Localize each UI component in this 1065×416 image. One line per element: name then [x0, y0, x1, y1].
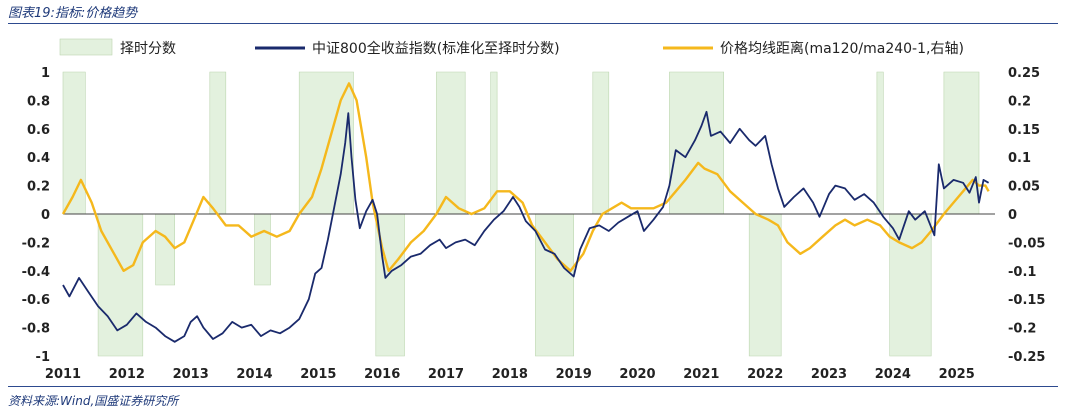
- y-right-tick-label: -0.1: [1008, 265, 1036, 280]
- y-left-tick-label: -0.2: [22, 236, 50, 251]
- x-tick-label: 2018: [492, 367, 528, 382]
- x-tick-label: 2012: [109, 367, 145, 382]
- source-note: 资料来源:Wind,国盛证券研究所: [8, 394, 179, 408]
- y-left-tick-label: -0.6: [22, 293, 50, 308]
- y-right-tick-label: 0.25: [1008, 66, 1040, 81]
- x-tick-label: 2016: [364, 367, 400, 382]
- y-right-tick-label: 0.15: [1008, 123, 1040, 138]
- y-right-tick-label: 0.2: [1008, 94, 1031, 109]
- y-right-tick-label: 0.05: [1008, 180, 1040, 195]
- legend-swatch-timing: [59, 38, 113, 56]
- axes: 1 0.8 0.6 0.4 0.2 0 -0.2 -0.4 -0.6 -0.8 -1 0.25 0.2 0…: [22, 66, 1046, 382]
- title-rule: [8, 23, 1058, 24]
- legend-label-index: 中证800全收益指数(标准化至择时分数): [312, 40, 560, 57]
- x-tick-label: 2020: [619, 367, 655, 382]
- series-lines: [61, 82, 990, 343]
- y-right-tick-label: -0.15: [1008, 293, 1045, 308]
- y-right-tick-label: -0.2: [1008, 322, 1036, 337]
- y-right-tick-label: -0.05: [1008, 236, 1045, 251]
- timing-score-area: [62, 71, 986, 357]
- y-left-tick-label: 0.2: [27, 180, 50, 195]
- chart: 1 0.8 0.6 0.4 0.2 0 -0.2 -0.4 -0.6 -0.8 -1 0.25 0.2 0…: [22, 38, 1046, 382]
- x-tick-label: 2025: [939, 367, 975, 382]
- series-csi800-index: [62, 110, 990, 343]
- x-tick-label: 2015: [300, 367, 336, 382]
- x-tick-label: 2021: [683, 367, 719, 382]
- legend: 择时分数 中证800全收益指数(标准化至择时分数) 价格均线距离(ma120/ma2…: [59, 38, 964, 57]
- legend-label-timing: 择时分数: [120, 41, 176, 57]
- y-left-tick-label: 0.8: [27, 94, 50, 109]
- y-right-tick-label: 0: [1008, 208, 1017, 223]
- figure-title: 图表19:指标:价格趋势: [8, 6, 138, 21]
- y-left-tick-label: 0.4: [27, 151, 50, 166]
- x-tick-label: 2013: [173, 367, 209, 382]
- y-left-tick-label: -0.4: [22, 265, 50, 280]
- x-tick-label: 2023: [811, 367, 847, 382]
- legend-label-ma-distance: 价格均线距离(ma120/ma240-1,右轴): [720, 40, 964, 57]
- y-left-tick-label: 0.6: [27, 123, 50, 138]
- x-tick-label: 2019: [556, 367, 592, 382]
- y-left-tick-label: -0.8: [22, 322, 50, 337]
- y-left-tick-label: 1: [41, 66, 50, 81]
- x-tick-label: 2011: [45, 367, 81, 382]
- series-timing-score: [62, 71, 986, 357]
- x-tick-label: 2014: [236, 367, 272, 382]
- y-right-tick-label: -0.25: [1008, 350, 1045, 365]
- x-tick-label: 2022: [747, 367, 783, 382]
- series-ma-distance: [61, 82, 990, 272]
- y-left-tick-label: 0: [41, 208, 50, 223]
- x-tick-label: 2024: [875, 367, 911, 382]
- bottom-rule: [8, 386, 1058, 387]
- x-tick-label: 2017: [428, 367, 464, 382]
- y-left-tick-label: -1: [36, 350, 50, 365]
- y-right-tick-label: 0.1: [1008, 151, 1031, 166]
